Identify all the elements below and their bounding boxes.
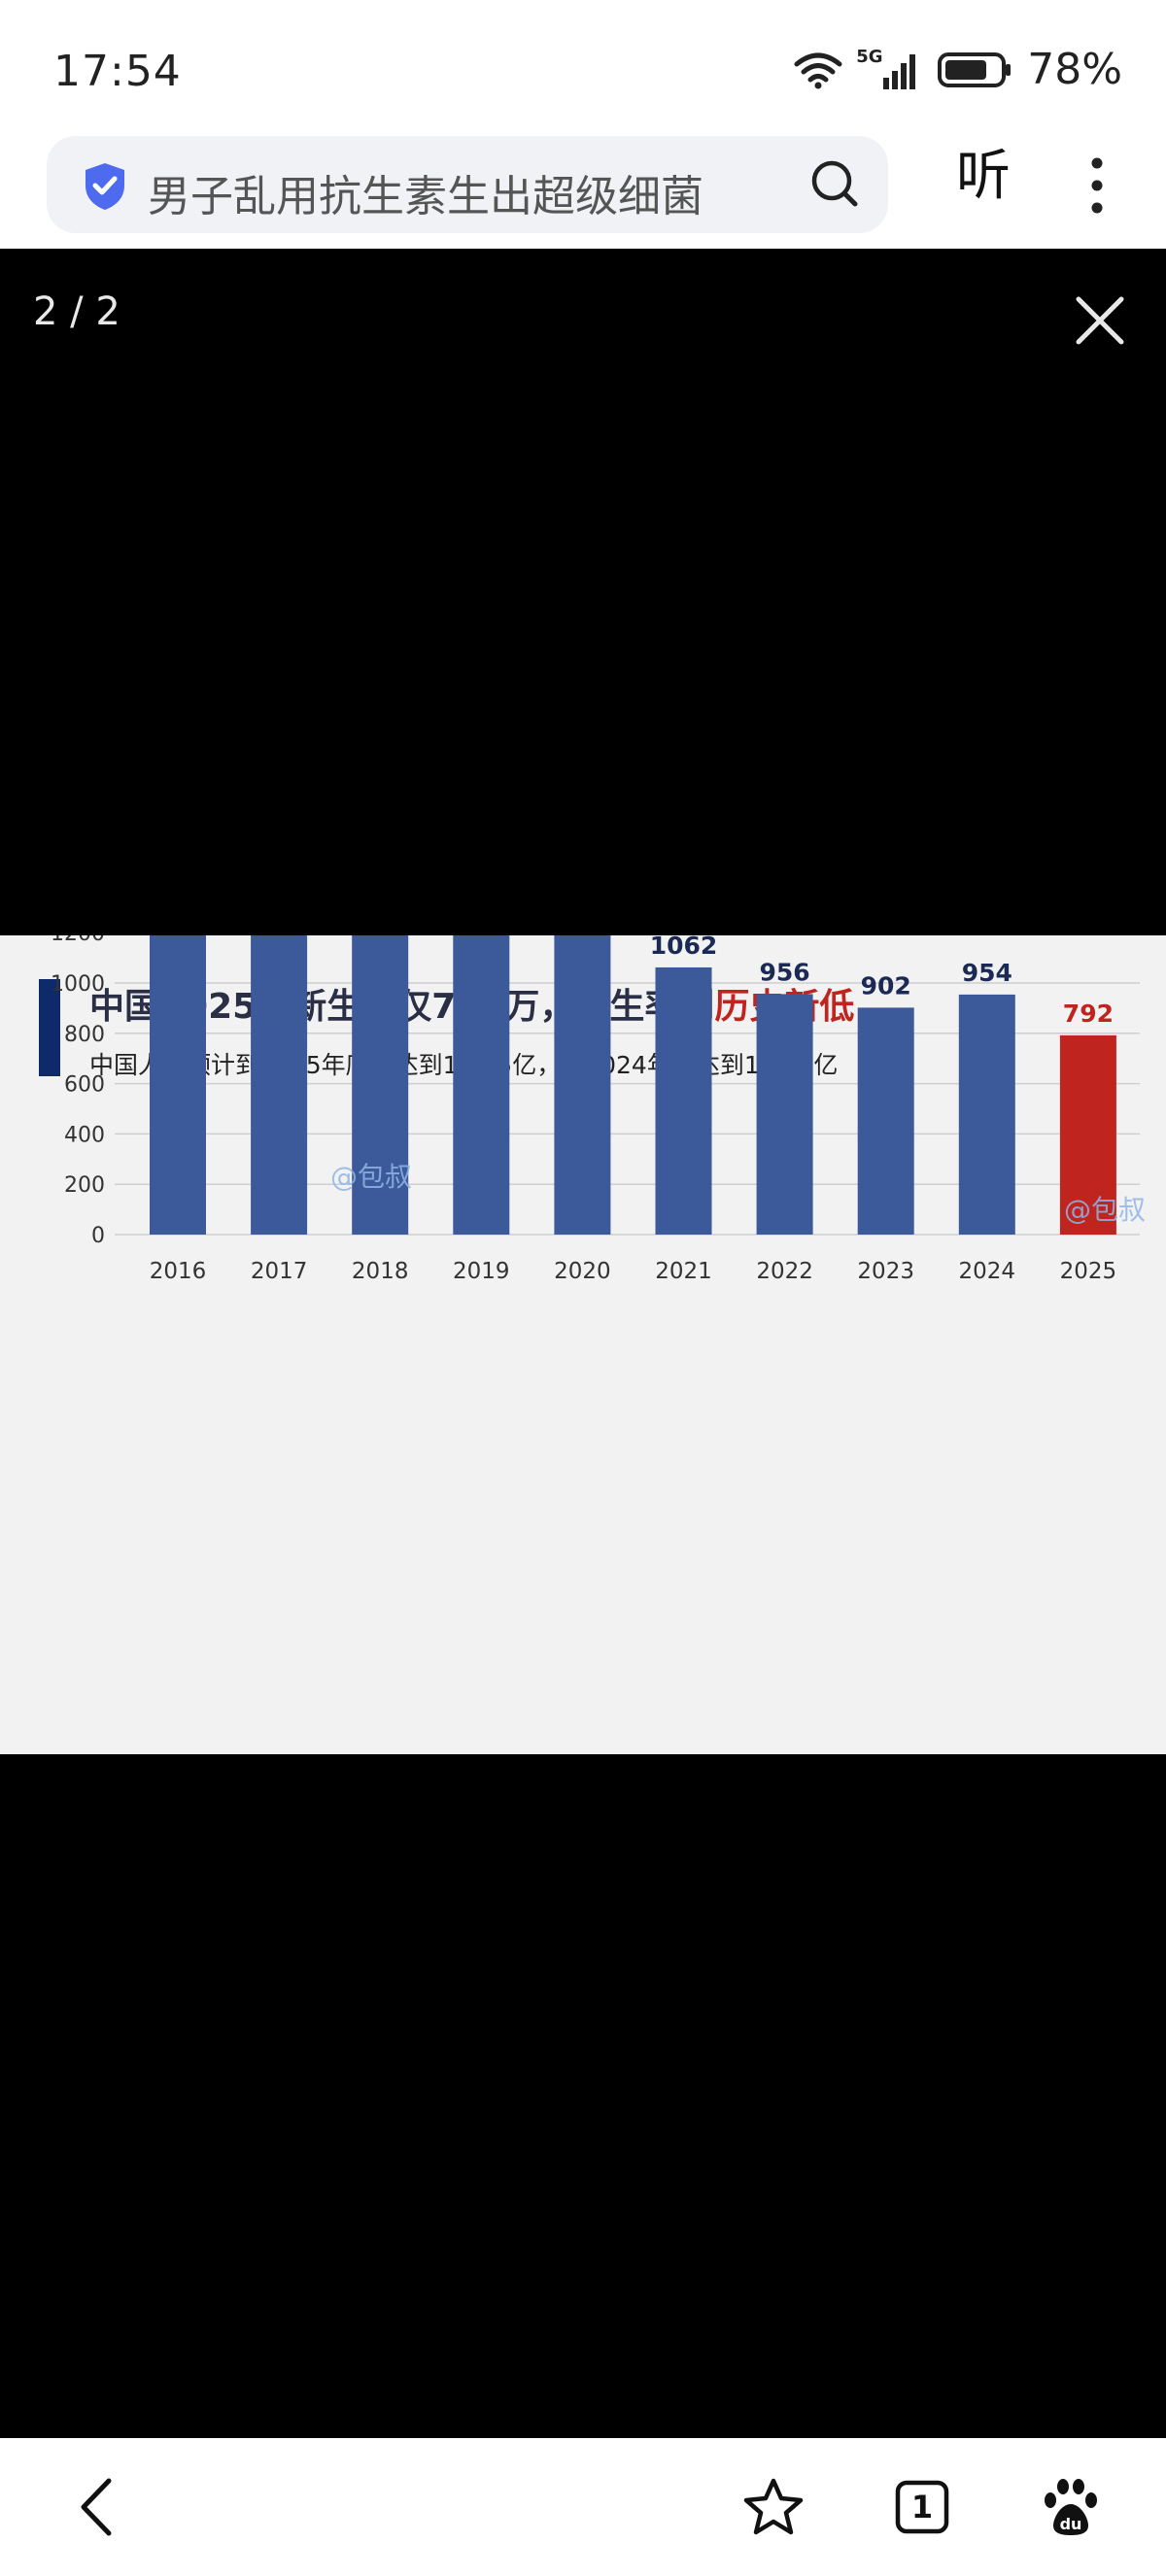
signal-icon: 5G xyxy=(856,46,924,91)
y-tick-label: 0 xyxy=(91,1224,105,1248)
back-icon[interactable] xyxy=(76,2477,115,2537)
x-tick-label: 2023 xyxy=(857,1259,914,1284)
data-label: 954 xyxy=(962,959,1012,987)
bar-chart: 0200400600800100012001400160018002000 17… xyxy=(51,935,1146,1284)
shield-icon xyxy=(86,163,124,210)
favorite-star-icon[interactable] xyxy=(742,2477,805,2537)
data-label: 956 xyxy=(760,958,810,986)
bar xyxy=(150,935,206,1235)
x-tick-label: 2018 xyxy=(352,1259,409,1284)
y-tick-label: 200 xyxy=(64,1173,105,1198)
status-time: 17:54 xyxy=(53,47,182,96)
x-tick-label: 2020 xyxy=(554,1259,611,1284)
network-type: 5G xyxy=(856,46,883,67)
battery-percent: 78% xyxy=(1027,45,1122,94)
search-query[interactable]: 男子乱用抗生素生出超级细菌 xyxy=(148,172,703,221)
y-tick-label: 1000 xyxy=(51,972,105,997)
chart-image: 中国2025年新生儿仅792万，出生率创历史新低 中国人口预计到2025年底将达… xyxy=(0,935,1166,1754)
svg-text:du: du xyxy=(1060,2515,1082,2533)
x-tick-label: 2017 xyxy=(251,1259,308,1284)
y-tick-label: 800 xyxy=(64,1023,105,1047)
wifi-icon xyxy=(794,52,842,88)
baidu-paw-icon[interactable]: du xyxy=(1042,2475,1100,2537)
status-icons: 5G 78% xyxy=(794,45,1122,94)
title-accent-bar xyxy=(39,979,60,1076)
bar xyxy=(857,1007,914,1235)
y-tick-label: 600 xyxy=(64,1073,105,1098)
watermark-text: @包叔 xyxy=(1064,1194,1146,1226)
x-tick-label: 2016 xyxy=(150,1259,207,1284)
bar xyxy=(554,935,611,1235)
watermark-text: @包叔 xyxy=(330,1161,412,1193)
bar xyxy=(251,935,308,1235)
listen-button[interactable]: 听 xyxy=(956,145,1011,208)
x-tick-label: 2022 xyxy=(756,1259,813,1284)
image-viewer[interactable]: 2 / 2 中国2025年新生儿仅792万，出生率创历史新低 中国人口预计到20… xyxy=(0,249,1166,2438)
search-box[interactable]: 男子乱用抗生素生出超级细菌 xyxy=(47,136,888,233)
bar xyxy=(756,994,813,1235)
bar xyxy=(1059,1034,1116,1235)
data-label: 902 xyxy=(861,971,911,1000)
image-counter: 2 / 2 xyxy=(33,289,120,334)
data-label: 1062 xyxy=(650,935,718,960)
bottom-nav: 1 du xyxy=(0,2438,1166,2576)
bar xyxy=(958,994,1015,1235)
tab-count: 1 xyxy=(910,2489,934,2525)
x-tick-label: 2019 xyxy=(453,1259,510,1284)
x-tick-label: 2021 xyxy=(655,1259,712,1284)
status-bar: 17:54 5G 78% xyxy=(0,0,1166,126)
bar xyxy=(453,935,510,1235)
y-tick-label: 1200 xyxy=(51,935,105,946)
close-icon[interactable] xyxy=(1073,293,1127,348)
bar xyxy=(655,966,712,1235)
address-bar: 男子乱用抗生素生出超级细菌 听 xyxy=(0,126,1166,249)
bar xyxy=(352,935,409,1235)
battery-icon xyxy=(938,51,1012,87)
y-tick-label: 400 xyxy=(64,1123,105,1147)
more-menu-icon[interactable] xyxy=(1082,155,1112,216)
search-icon[interactable] xyxy=(808,157,861,210)
x-tick-label: 2024 xyxy=(959,1259,1016,1284)
data-label: 792 xyxy=(1063,1000,1114,1028)
x-tick-label: 2025 xyxy=(1060,1259,1117,1284)
tabs-button[interactable]: 1 xyxy=(895,2480,949,2534)
